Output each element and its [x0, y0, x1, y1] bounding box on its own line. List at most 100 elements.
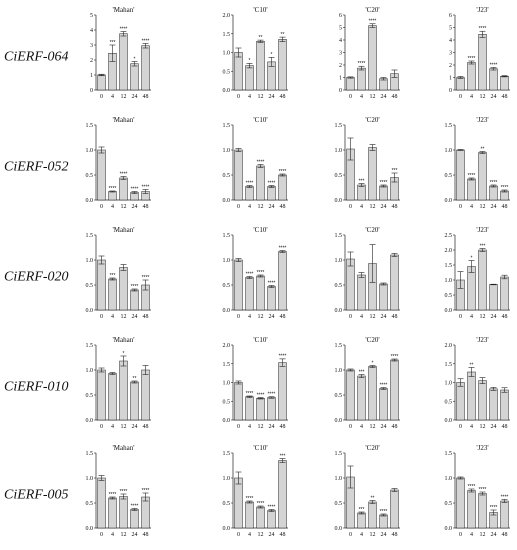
x-tick-label: 4: [111, 314, 114, 320]
y-tick-label: 0.5: [445, 501, 453, 507]
significance-label: **: [481, 146, 485, 152]
x-tick-label: 0: [349, 204, 352, 210]
bar: [245, 186, 254, 201]
x-tick-label: 0: [349, 532, 352, 538]
y-tick-label: 1.5: [223, 233, 231, 239]
bar: [97, 149, 106, 201]
chart-panel: 'C20' 0.0 0.5 1.0 1.5 0 *** 4 12 **** 24 *** 48: [335, 116, 400, 210]
bar: [456, 77, 465, 91]
panel-title: 'C10': [253, 444, 267, 452]
y-tick-label: 0.0: [223, 198, 231, 204]
bar: [108, 191, 117, 201]
y-tick-label: 0.5: [335, 283, 343, 289]
x-tick-label: 24: [381, 314, 387, 320]
bar: [130, 63, 139, 91]
y-tick-label: 1.5: [335, 451, 343, 457]
y-tick-label: 0.5: [335, 173, 343, 179]
significance-label: ****: [279, 245, 287, 251]
gene-label: CiERF-064: [4, 50, 69, 65]
y-tick-label: 0.0: [223, 308, 231, 314]
bar: [500, 389, 509, 421]
bar: [357, 512, 366, 529]
panel-title: 'C20': [365, 226, 379, 234]
y-tick-label: 0.5: [445, 399, 453, 405]
y-tick-label: 1.5: [335, 233, 343, 239]
y-tick-label: 0.0: [223, 88, 231, 94]
y-tick-label: 6: [339, 13, 342, 19]
y-tick-label: 1.0: [335, 368, 343, 374]
y-tick-label: 0.5: [223, 69, 231, 75]
x-tick-label: 0: [459, 424, 462, 430]
y-tick-label: 1.5: [223, 451, 231, 457]
x-tick-label: 4: [248, 314, 251, 320]
x-tick-label: 12: [121, 424, 127, 430]
significance-label: ****: [268, 392, 276, 398]
y-tick-label: 1.0: [335, 148, 343, 154]
bar: [97, 477, 106, 529]
significance-label: *: [249, 58, 251, 64]
y-tick-label: 0.0: [445, 526, 453, 532]
significance-label: ****: [142, 38, 150, 44]
x-tick-label: 24: [491, 424, 497, 430]
x-tick-label: 0: [349, 314, 352, 320]
significance-label: ****: [501, 494, 509, 500]
x-tick-label: 0: [459, 94, 462, 100]
y-tick-label: 0.0: [335, 418, 343, 424]
y-tick-label: 1.5: [223, 32, 231, 38]
bar: [278, 39, 287, 91]
y-tick-label: 1.0: [445, 278, 453, 284]
y-tick-label: 1.5: [445, 263, 453, 269]
bar: [256, 41, 265, 91]
bar: [141, 45, 150, 91]
x-tick-label: 12: [480, 204, 486, 210]
bar: [467, 62, 476, 91]
x-tick-label: 24: [132, 532, 138, 538]
bar: [234, 477, 243, 529]
bar: [278, 251, 287, 311]
significance-label: ***: [480, 243, 486, 249]
bar: [379, 514, 388, 529]
x-tick-label: 48: [392, 94, 398, 100]
bar: [478, 249, 487, 311]
y-tick-label: 0.0: [86, 526, 94, 532]
bar: [478, 152, 487, 201]
panel-title: 'J23': [476, 116, 488, 124]
x-tick-label: 0: [237, 532, 240, 538]
bar: [97, 369, 106, 421]
chart-panel: 'C10' 0.0 0.5 1.0 1.5 2.0 0 **** 4 **** 12 **** 24 **…: [223, 336, 288, 430]
significance-label: ***: [110, 40, 116, 46]
bar: [379, 78, 388, 91]
y-tick-label: 2: [339, 63, 342, 69]
significance-label: ****: [142, 184, 150, 190]
bar: [141, 369, 150, 421]
chart-panel: 'J23' 0.0 0.5 1.0 1.5 0 **** 4 **** 12 **** 24 **** 4…: [445, 444, 510, 538]
bar: [489, 388, 498, 421]
panel-title: 'Mahan': [113, 6, 135, 14]
panel-title: 'C20': [365, 116, 379, 124]
x-tick-label: 12: [370, 204, 376, 210]
significance-label: ****: [246, 180, 254, 186]
significance-label: ****: [131, 186, 139, 192]
x-tick-label: 12: [121, 532, 127, 538]
x-tick-label: 4: [111, 204, 114, 210]
y-tick-label: 2.5: [445, 233, 453, 239]
y-tick-label: 1.5: [445, 123, 453, 129]
significance-label: **: [371, 495, 375, 501]
significance-label: ****: [490, 62, 498, 68]
y-tick-label: 1.5: [445, 451, 453, 457]
panel-title: 'J23': [476, 444, 488, 452]
y-tick-label: 1: [339, 76, 342, 82]
x-tick-label: 4: [111, 424, 114, 430]
y-tick-label: 2.0: [445, 343, 453, 349]
x-tick-label: 4: [470, 204, 473, 210]
y-tick-label: 0.5: [223, 173, 231, 179]
x-tick-label: 24: [132, 204, 138, 210]
y-tick-label: 1.0: [445, 148, 453, 154]
x-tick-label: 24: [381, 532, 387, 538]
bar: [467, 178, 476, 201]
y-tick-label: 0.0: [86, 418, 94, 424]
bar: [234, 52, 243, 91]
significance-label: ***: [110, 273, 116, 279]
bar: [346, 258, 355, 311]
